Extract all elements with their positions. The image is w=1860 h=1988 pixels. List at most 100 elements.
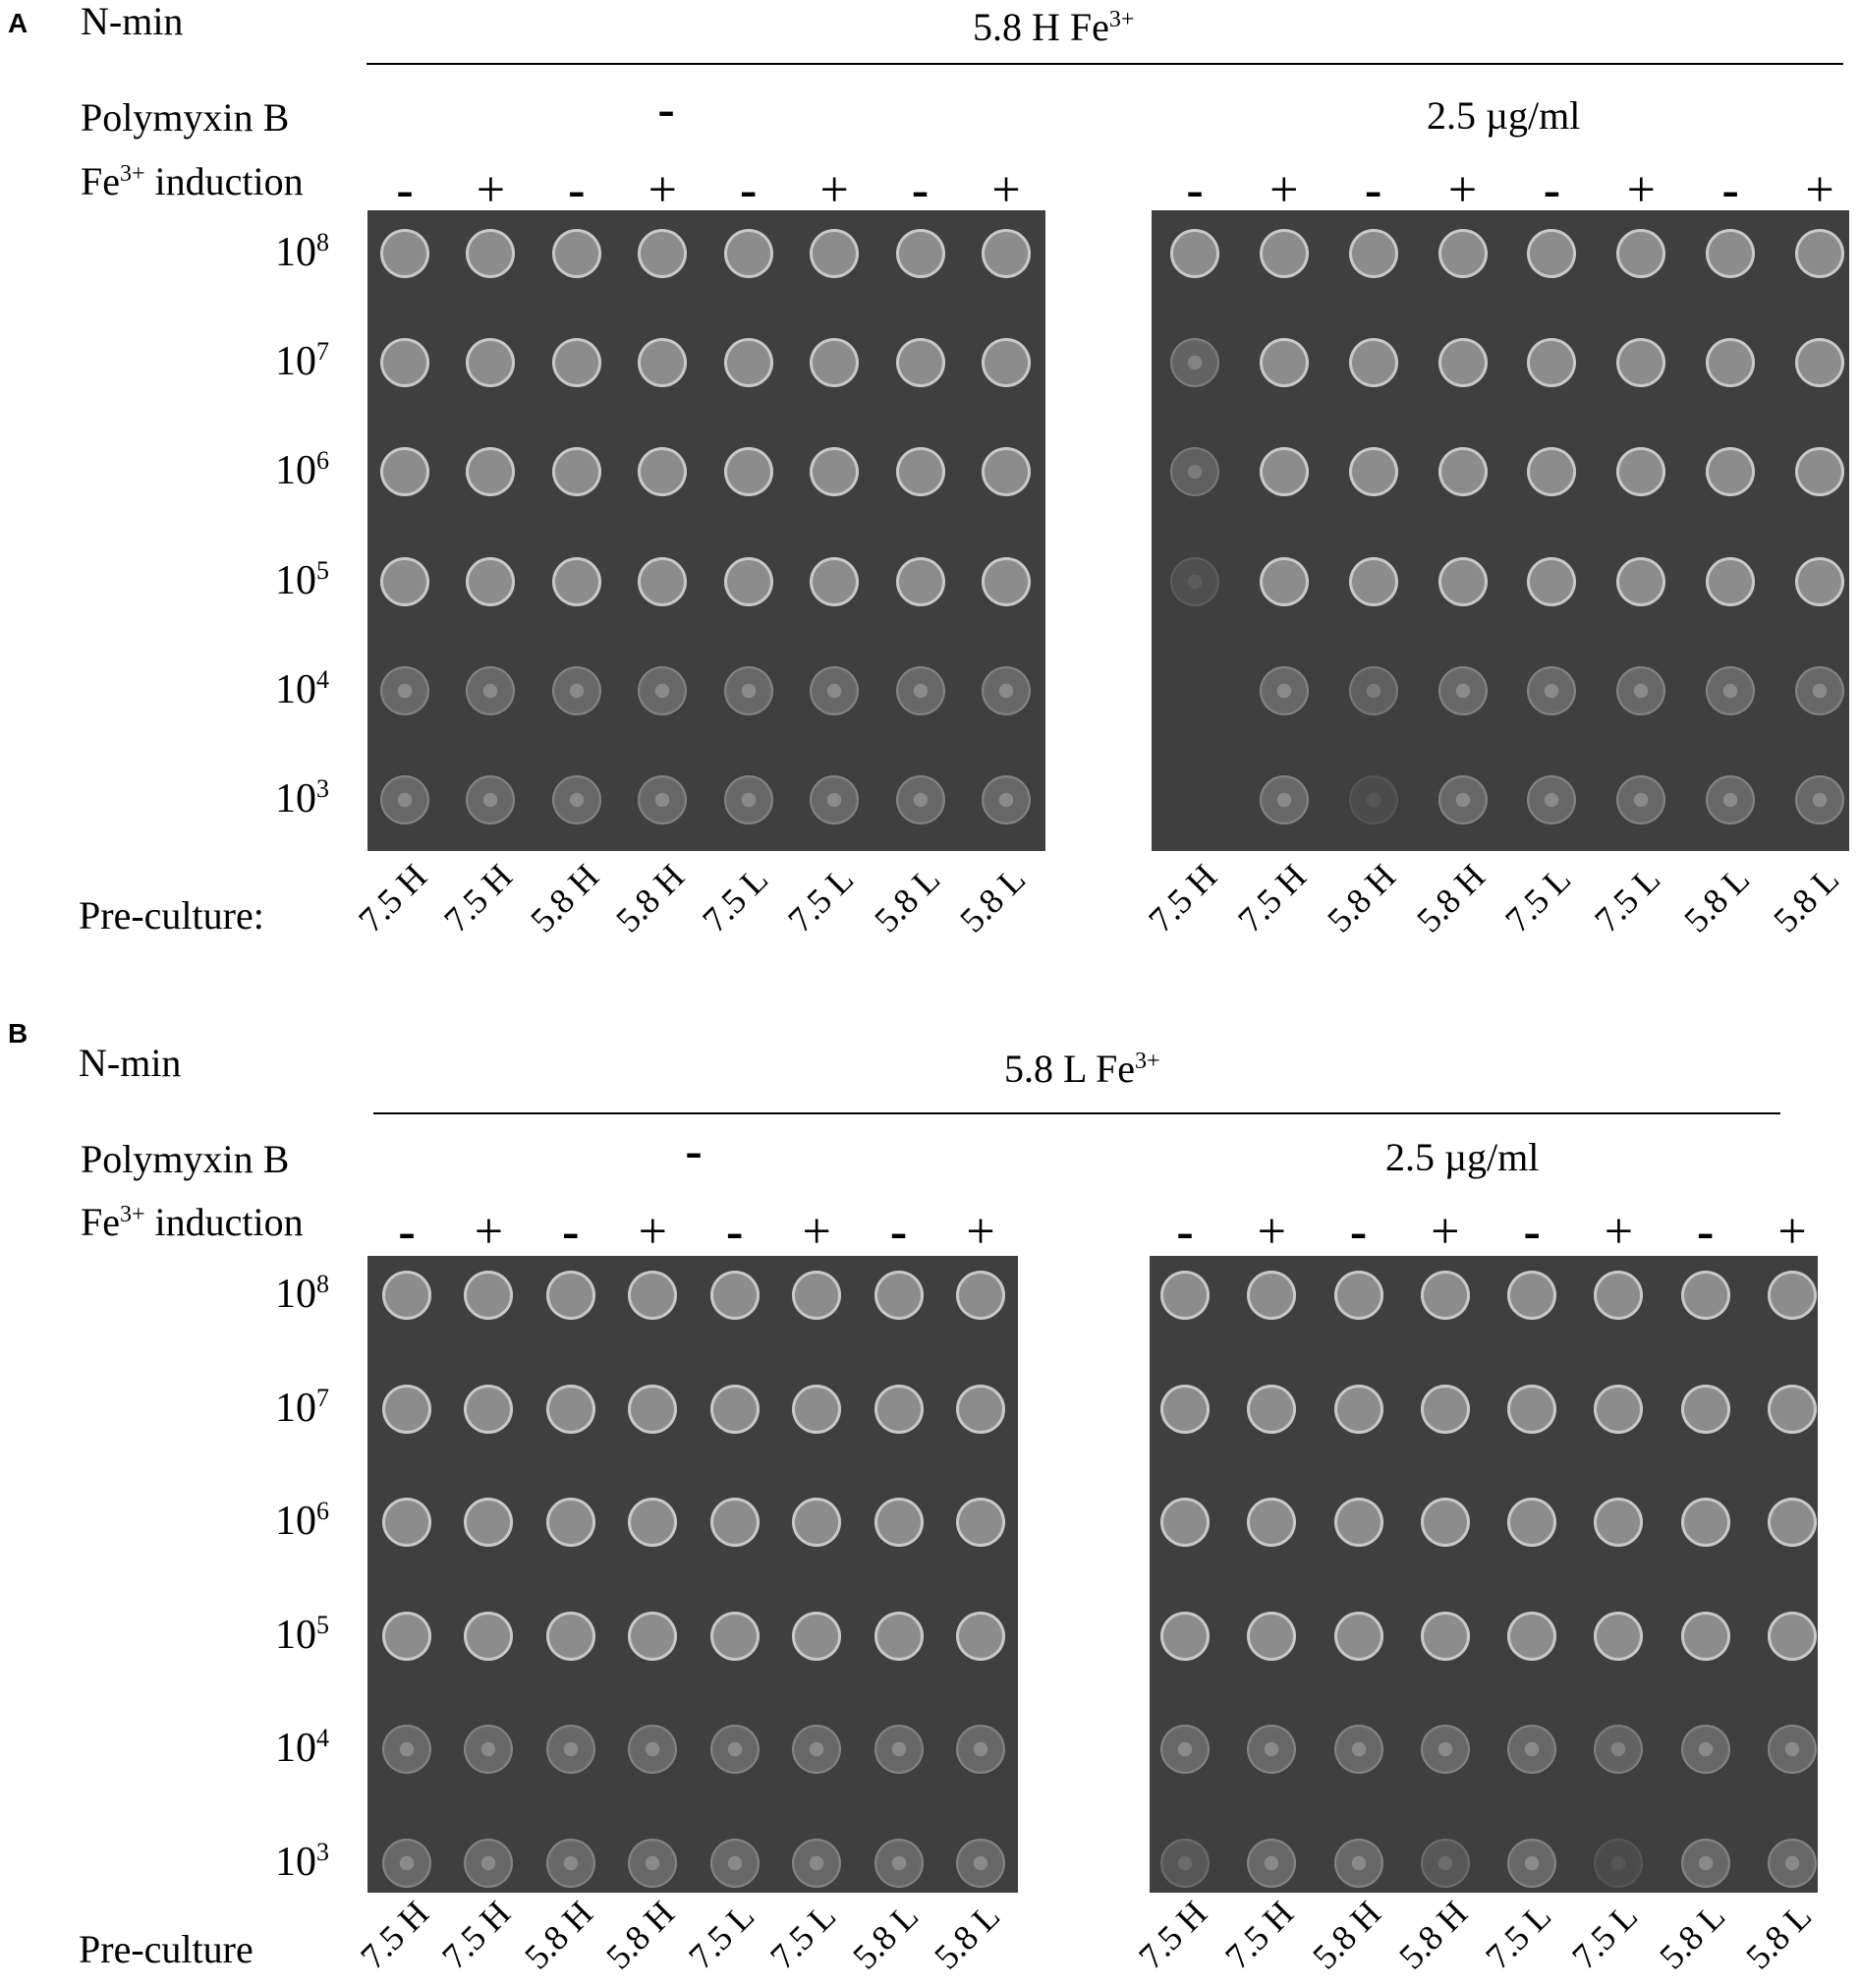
fe-plus-sign: + — [1269, 162, 1299, 218]
colony-spot — [380, 229, 429, 278]
preculture-condition-label: 7.5 L — [1587, 859, 1668, 940]
colony-spot — [1437, 338, 1488, 388]
colony-spot — [1594, 1271, 1644, 1320]
colony-spot — [380, 556, 429, 606]
colony-spot — [628, 1498, 678, 1548]
colony-spot — [1437, 775, 1488, 824]
polymyxin-label: Polymyxin B — [81, 95, 290, 140]
colony-spot — [1680, 1839, 1730, 1888]
colony-spot — [709, 1384, 760, 1434]
colony-spot — [545, 1725, 595, 1775]
colony-spot — [1768, 1611, 1817, 1661]
fe-plus-sign: + — [1805, 162, 1834, 218]
colony-spot — [1160, 1384, 1210, 1434]
colony-spot — [1768, 1725, 1817, 1775]
colony-spot — [1527, 229, 1577, 278]
colony-spot — [1527, 338, 1577, 388]
colony-spot — [545, 1839, 595, 1888]
colony-spot — [810, 338, 860, 388]
colony-spot — [1420, 1611, 1470, 1661]
panel-letter: B — [8, 1018, 28, 1049]
colony-spot — [1706, 229, 1756, 278]
colony-spot — [982, 229, 1031, 278]
colony-spot — [1594, 1384, 1644, 1434]
colony-spot — [1259, 338, 1309, 388]
preculture-condition-label: 7.5 H — [353, 1893, 436, 1977]
colony-spot — [1420, 1384, 1470, 1434]
colony-spot — [1333, 1725, 1383, 1775]
nmin-label: N-min — [79, 1041, 182, 1085]
agar-plate-no-polymyxin — [367, 1256, 1018, 1893]
nmin-label: N-min — [81, 0, 184, 43]
colony-spot — [380, 338, 429, 388]
colony-spot — [466, 338, 516, 388]
colony-spot — [723, 447, 773, 497]
colony-spot — [874, 1611, 924, 1661]
colony-spot — [895, 229, 945, 278]
preculture-condition-label: 5.8 H — [598, 1893, 683, 1977]
colony-spot — [382, 1839, 431, 1888]
colony-spot — [628, 1271, 678, 1320]
colony-spot — [956, 1384, 1005, 1434]
preculture-condition-label: 7.5 L — [1564, 1896, 1646, 1977]
preculture-condition-label: 7.5 L — [680, 1896, 761, 1977]
colony-spot — [792, 1384, 842, 1434]
colony-spot — [982, 338, 1031, 388]
colony-spot — [1795, 556, 1844, 606]
colony-spot — [551, 665, 601, 715]
colony-spot — [1160, 1498, 1210, 1548]
colony-spot — [1170, 229, 1219, 278]
colony-spot — [895, 665, 945, 715]
colony-spot — [1768, 1384, 1817, 1434]
colony-spot — [628, 1725, 678, 1775]
colony-spot — [1594, 1498, 1644, 1548]
colony-spot — [1437, 229, 1488, 278]
colony-spot — [1594, 1839, 1644, 1888]
colony-spot — [874, 1725, 924, 1775]
colony-spot — [466, 775, 516, 824]
colony-spot — [1680, 1498, 1730, 1548]
colony-spot — [1594, 1725, 1644, 1775]
fe-plus-sign: + — [802, 1204, 831, 1260]
colony-spot — [1706, 447, 1756, 497]
preculture-condition-label: 5.8 L — [927, 1896, 1008, 1977]
colony-spot — [1795, 338, 1844, 388]
colony-spot — [1348, 338, 1398, 388]
polymyxin-value-none: - — [657, 82, 675, 138]
preculture-condition-label: 5.8 L — [866, 859, 947, 940]
colony-spot — [1259, 775, 1309, 824]
preculture-condition-label: 5.8 L — [844, 1896, 926, 1977]
colony-spot — [1680, 1271, 1730, 1320]
colony-spot — [709, 1839, 760, 1888]
preculture-condition-label: 5.8 L — [952, 859, 1034, 940]
colony-spot — [1247, 1611, 1297, 1661]
colony-spot — [1706, 775, 1756, 824]
preculture-condition-label: 7.5 L — [694, 859, 775, 940]
condition-bracket-line — [366, 63, 1843, 65]
fe-plus-sign: + — [819, 162, 849, 218]
colony-spot — [810, 229, 860, 278]
colony-spot — [982, 665, 1031, 715]
colony-spot — [1160, 1271, 1210, 1320]
preculture-condition-label: 5.8 H — [522, 856, 606, 940]
colony-spot — [1160, 1725, 1210, 1775]
dilution-label: 105 — [275, 1610, 329, 1658]
colony-spot — [723, 556, 773, 606]
colony-spot — [545, 1611, 595, 1661]
colony-spot — [638, 338, 688, 388]
colony-spot — [1247, 1498, 1297, 1548]
colony-spot — [1795, 229, 1844, 278]
colony-spot — [1170, 556, 1219, 606]
colony-spot — [1507, 1498, 1557, 1548]
fe-plus-sign: + — [476, 162, 506, 218]
colony-spot — [1170, 447, 1219, 497]
preculture-condition-label: 7.5 L — [780, 859, 862, 940]
dilution-label: 103 — [275, 774, 329, 822]
colony-spot — [1594, 1611, 1644, 1661]
colony-spot — [1507, 1384, 1557, 1434]
colony-spot — [464, 1384, 514, 1434]
preculture-condition-label: 5.8 H — [1390, 1893, 1475, 1977]
colony-spot — [895, 447, 945, 497]
colony-spot — [551, 556, 601, 606]
fe-minus-sign: - — [1186, 162, 1204, 218]
